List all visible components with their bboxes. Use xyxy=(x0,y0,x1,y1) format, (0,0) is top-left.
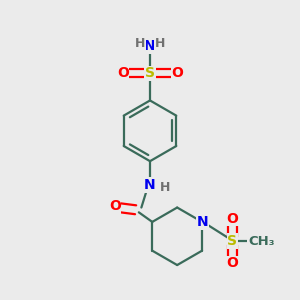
Text: N: N xyxy=(144,39,156,53)
Text: N: N xyxy=(196,215,208,229)
Text: O: O xyxy=(117,66,129,80)
Text: O: O xyxy=(226,212,238,226)
Text: O: O xyxy=(171,66,183,80)
Text: H: H xyxy=(160,181,170,194)
Text: H: H xyxy=(135,37,145,50)
Text: N: N xyxy=(144,178,156,192)
Text: O: O xyxy=(226,256,238,271)
Text: H: H xyxy=(155,37,165,50)
Text: CH₃: CH₃ xyxy=(248,235,274,248)
Text: O: O xyxy=(109,199,121,213)
Text: S: S xyxy=(145,66,155,80)
Text: S: S xyxy=(227,234,237,248)
